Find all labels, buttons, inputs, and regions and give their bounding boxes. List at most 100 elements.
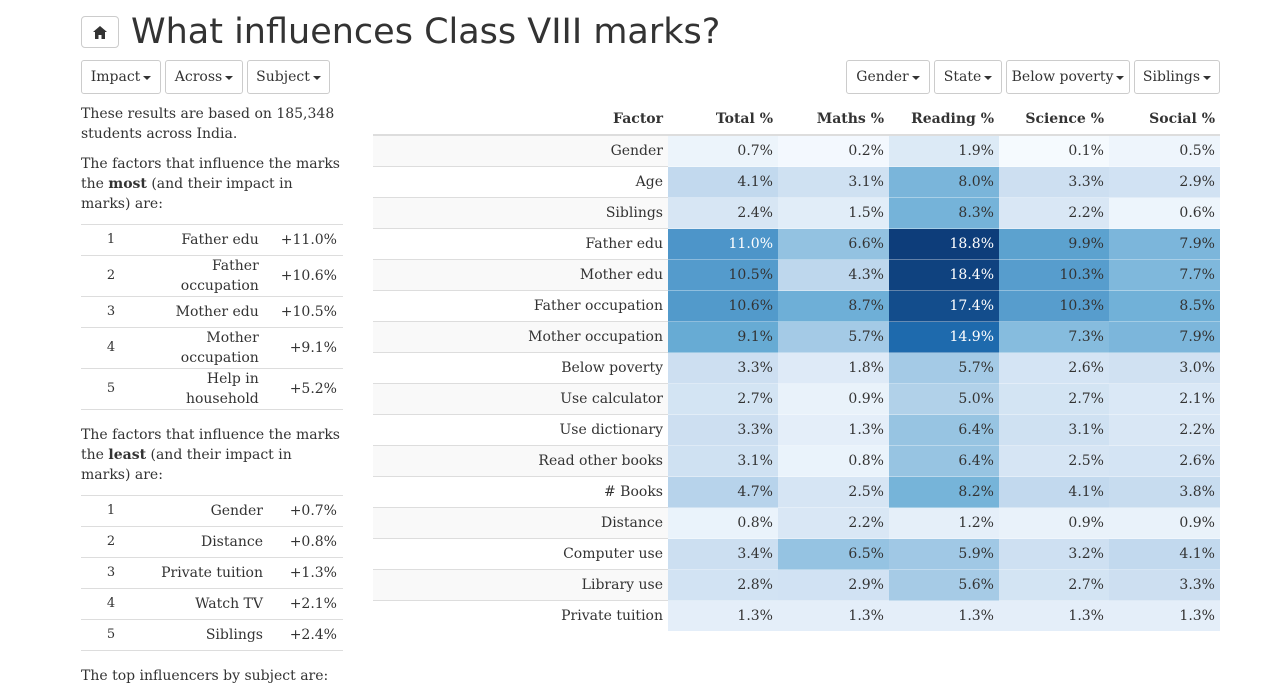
value-cell: 9.9% [999, 228, 1109, 260]
value-cell: 2.6% [1109, 445, 1220, 477]
value-cell: 0.8% [778, 445, 889, 477]
value-cell: 3.3% [1109, 569, 1220, 601]
value-cell: 0.2% [778, 134, 889, 167]
chevron-down-icon [225, 76, 234, 80]
impact-cell: +11.0% [280, 224, 343, 256]
value-cell: 10.5% [668, 259, 778, 291]
rank-cell: 2 [81, 255, 141, 297]
below-poverty-dropdown[interactable]: Below poverty [1006, 60, 1130, 94]
table-row: 4 Mother occupation +9.1% [81, 327, 343, 369]
value-cell: 8.3% [889, 197, 999, 229]
chevron-down-icon [1116, 76, 1125, 80]
value-cell: 3.1% [778, 166, 889, 198]
state-dropdown[interactable]: State [934, 60, 1002, 94]
least-intro-post: (and their impact in marks) are: [81, 447, 292, 483]
least-intro-pre: The factors that influence the marks the [81, 427, 340, 463]
rank-cell: 2 [81, 526, 141, 558]
factor-cell: Mother edu [141, 296, 281, 328]
impact-cell: +1.3% [285, 557, 343, 589]
column-header-reading[interactable]: Reading % [889, 104, 999, 136]
divider [81, 650, 343, 666]
most-intro-post: (and their impact in marks) are: [81, 176, 293, 212]
summary-panel: These results are based on 185,348 stude… [81, 104, 343, 686]
table-row: # Books 4.7% 2.5% 8.2% 4.1% 3.8% [373, 476, 1220, 508]
table-row: 2 Father occupation +10.6% [81, 255, 343, 297]
column-header-total[interactable]: Total % [668, 104, 778, 136]
home-button[interactable] [81, 16, 119, 48]
value-cell: 10.6% [668, 290, 778, 322]
least-influence-table: 1 Gender +0.7% 2 Distance +0.8% 3 Private tui… [81, 495, 343, 650]
value-cell: 2.2% [999, 197, 1109, 229]
value-cell: 1.3% [668, 600, 778, 631]
value-cell: 2.7% [999, 383, 1109, 415]
factor-cell: Library use [373, 569, 668, 601]
table-row: Mother edu 10.5% 4.3% 18.4% 10.3% 7.7% [373, 259, 1220, 291]
impact-label: Impact [90, 69, 141, 85]
value-cell: 5.9% [889, 538, 999, 570]
table-row: 1 Father edu +11.0% [81, 224, 343, 256]
value-cell: 7.3% [999, 321, 1109, 353]
table-row: Distance 0.8% 2.2% 1.2% 0.9% 0.9% [373, 507, 1220, 539]
rank-cell: 1 [81, 495, 141, 527]
value-cell: 4.1% [999, 476, 1109, 508]
value-cell: 18.4% [889, 259, 999, 291]
value-cell: 1.3% [778, 600, 889, 631]
value-cell: 6.4% [889, 445, 999, 477]
chevron-down-icon [312, 76, 321, 80]
intro-text: These results are based on 185,348 stude… [81, 106, 335, 142]
value-cell: 5.7% [778, 321, 889, 353]
rank-cell: 5 [81, 619, 141, 650]
table-row: 3 Private tuition +1.3% [81, 557, 343, 589]
siblings-dropdown[interactable]: Siblings [1134, 60, 1220, 94]
home-icon [93, 25, 107, 39]
table-row: 2 Distance +0.8% [81, 526, 343, 558]
factor-cell: Use dictionary [373, 414, 668, 446]
factor-cell: Below poverty [373, 352, 668, 384]
factor-cell: Father occupation [141, 255, 281, 297]
factor-cell: Father edu [373, 228, 668, 260]
value-cell: 6.6% [778, 228, 889, 260]
most-intro-bold: most [108, 176, 147, 192]
rank-cell: 4 [81, 588, 141, 620]
value-cell: 2.7% [668, 383, 778, 415]
table-row: Library use 2.8% 2.9% 5.6% 2.7% 3.3% [373, 569, 1220, 601]
factor-cell: Use calculator [373, 383, 668, 415]
value-cell: 11.0% [668, 228, 778, 260]
value-cell: 17.4% [889, 290, 999, 322]
impact-cell: +0.8% [285, 526, 343, 558]
value-cell: 0.6% [1109, 197, 1220, 229]
factor-cell: Siblings [141, 619, 285, 650]
factor-cell: Distance [373, 507, 668, 539]
value-cell: 2.8% [668, 569, 778, 601]
table-row: Use calculator 2.7% 0.9% 5.0% 2.7% 2.1% [373, 383, 1220, 415]
chevron-down-icon [911, 76, 920, 80]
rank-cell: 3 [81, 557, 141, 589]
gender-dropdown[interactable]: Gender [846, 60, 930, 94]
table-row: 1 Gender +0.7% [81, 495, 343, 527]
value-cell: 8.0% [889, 166, 999, 198]
value-cell: 1.9% [889, 134, 999, 167]
impact-cell: +9.1% [280, 327, 343, 369]
value-cell: 3.3% [668, 352, 778, 384]
column-header-factor[interactable]: Factor [373, 104, 668, 136]
table-row: 5 Help in household +5.2% [81, 368, 343, 409]
column-header-social[interactable]: Social % [1109, 104, 1220, 136]
factor-cell: # Books [373, 476, 668, 508]
value-cell: 9.1% [668, 321, 778, 353]
table-row: 5 Siblings +2.4% [81, 619, 343, 650]
column-header-science[interactable]: Science % [999, 104, 1109, 136]
value-cell: 1.3% [999, 600, 1109, 631]
impact-dropdown[interactable]: Impact [81, 60, 161, 94]
siblings-label: Siblings [1142, 69, 1201, 85]
value-cell: 5.7% [889, 352, 999, 384]
subject-dropdown[interactable]: Subject [247, 60, 330, 94]
chevron-down-icon [984, 76, 993, 80]
across-dropdown[interactable]: Across [165, 60, 243, 94]
value-cell: 14.9% [889, 321, 999, 353]
state-label: State [943, 69, 982, 85]
factor-cell: Siblings [373, 197, 668, 229]
column-header-maths[interactable]: Maths % [778, 104, 889, 136]
value-cell: 2.4% [668, 197, 778, 229]
value-cell: 4.7% [668, 476, 778, 508]
table-row: Read other books 3.1% 0.8% 6.4% 2.5% 2.6% [373, 445, 1220, 477]
